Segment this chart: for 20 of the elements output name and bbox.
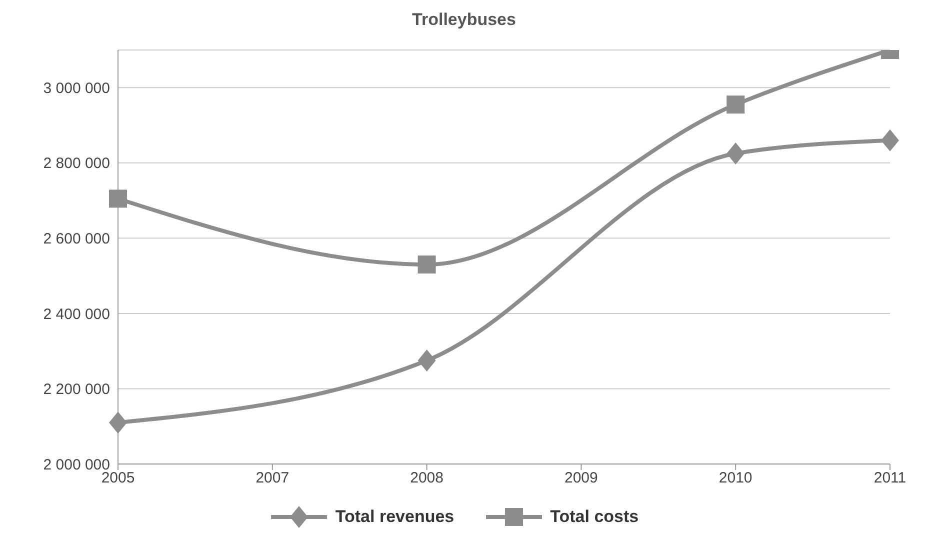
legend-label: Total revenues bbox=[335, 507, 454, 527]
y-tick-label: 2 200 000 bbox=[43, 381, 110, 398]
legend-label: Total costs bbox=[550, 507, 639, 527]
x-tick-label: 2009 bbox=[564, 470, 598, 487]
chart-title: Trolleybuses bbox=[411, 10, 517, 30]
point bbox=[109, 412, 127, 434]
y-tick-label: 2 400 000 bbox=[43, 306, 110, 323]
x-tick-label: 2007 bbox=[256, 470, 290, 487]
y-tick-label: 2 600 000 bbox=[43, 230, 110, 248]
x-tick-label: 2008 bbox=[410, 470, 444, 487]
point bbox=[109, 190, 127, 208]
y-tick-label: 3 000 000 bbox=[43, 80, 110, 97]
point bbox=[418, 350, 436, 372]
x-tick-label: 2011 bbox=[874, 470, 906, 487]
x-tick-label: 2010 bbox=[718, 470, 752, 487]
point bbox=[726, 142, 745, 164]
point bbox=[726, 96, 745, 114]
point bbox=[881, 129, 899, 152]
point bbox=[418, 256, 436, 274]
y-tick-label: 2 800 000 bbox=[43, 155, 110, 172]
